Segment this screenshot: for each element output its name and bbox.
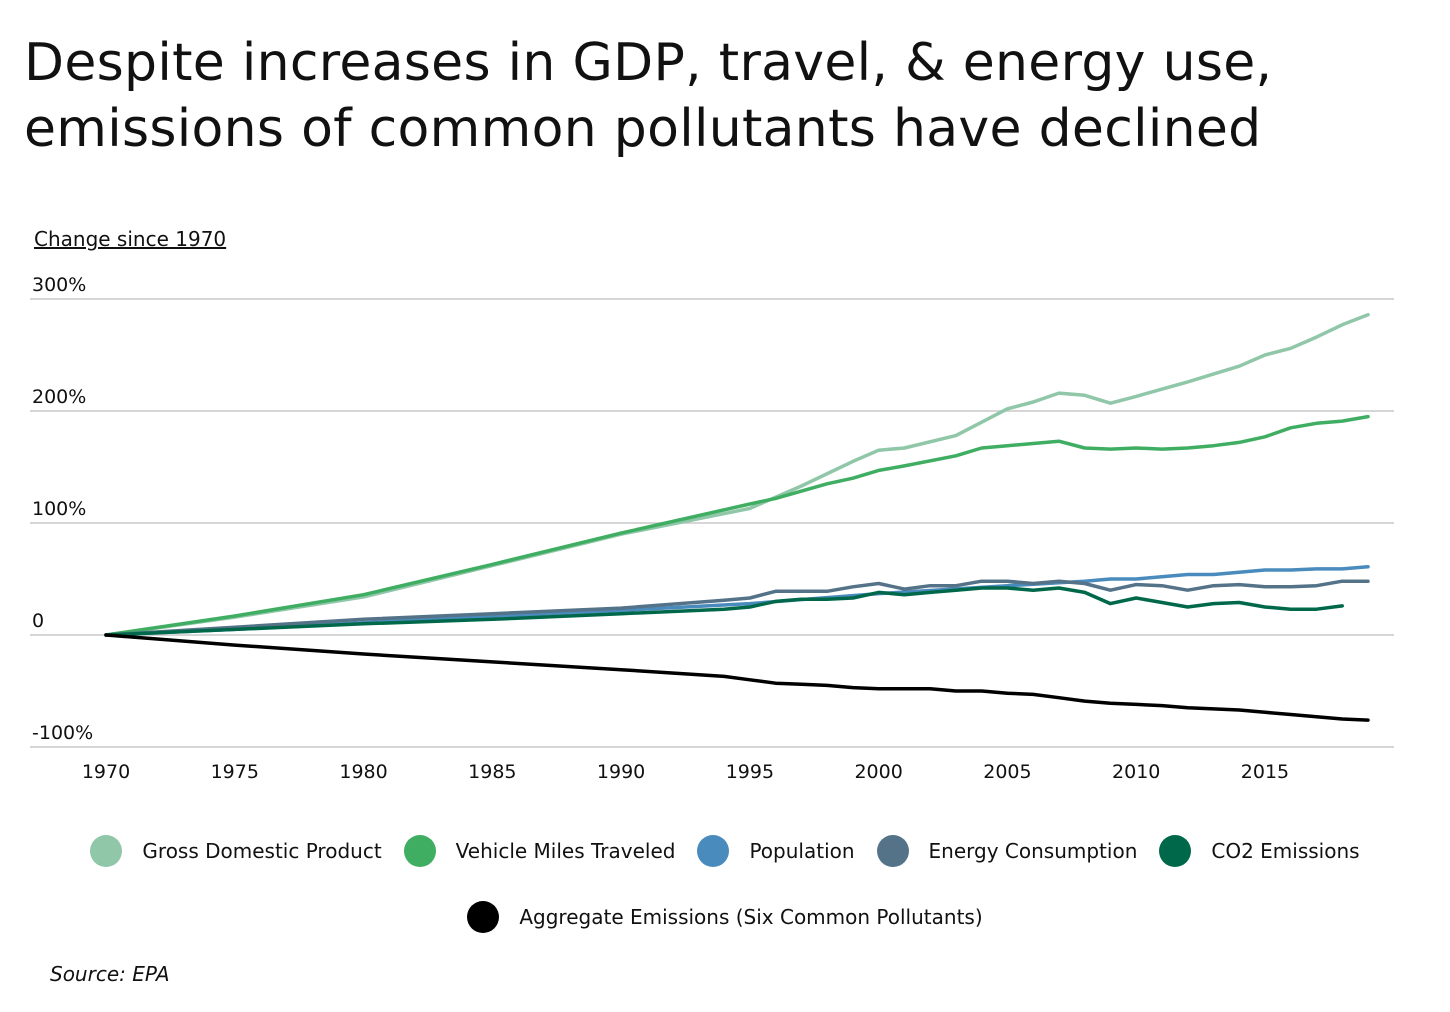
- legend-label: Energy Consumption: [928, 839, 1138, 863]
- x-tick-label: 2010: [1112, 761, 1160, 783]
- x-tick-label: 1970: [82, 761, 130, 783]
- x-tick-label: 1995: [726, 761, 774, 783]
- y-tick-label: -100%: [32, 722, 93, 744]
- legend-swatch: [1159, 835, 1192, 867]
- legend-label: Gross Domestic Product: [142, 839, 382, 863]
- x-tick-label: 2005: [983, 761, 1031, 783]
- legend-swatch: [403, 835, 436, 867]
- line-chart: Change since 1970 300% 200% 100% 0 -100% 197…: [30, 227, 1394, 783]
- x-tick-label: 1975: [211, 761, 259, 783]
- title-line-2: emissions of common pollutants have decl…: [24, 99, 1262, 159]
- series-line: [104, 633, 1370, 722]
- source-note: Source: EPA: [50, 962, 170, 986]
- legend-label: CO2 Emissions: [1211, 839, 1360, 863]
- chart-title: Despite increases in GDP, travel, & ener…: [24, 30, 1424, 162]
- legend-item: Energy Consumption: [876, 835, 1138, 867]
- y-tick-label: 0: [32, 610, 44, 632]
- legend-swatch: [467, 901, 500, 933]
- series-lines: [104, 312, 1370, 722]
- series-line: [104, 586, 1344, 637]
- y-axis-title: Change since 1970: [34, 227, 226, 251]
- x-tick-label: 2015: [1241, 761, 1289, 783]
- series-line: [104, 564, 1370, 637]
- legend-item: Gross Domestic Product: [90, 835, 382, 867]
- legend-row-2: Aggregate Emissions (Six Common Pollutan…: [0, 892, 1450, 942]
- legend-swatch: [697, 835, 730, 867]
- legend-row-1: Gross Domestic Product Vehicle Miles Trav…: [0, 826, 1450, 876]
- x-tick-labels: 1970 1975 1980 1985 1990 1995 2000 2005 2010 2015: [82, 761, 1289, 783]
- series-line: [104, 579, 1370, 637]
- y-tick-label: 200%: [32, 386, 86, 408]
- legend: Gross Domestic Product Vehicle Miles Trav…: [0, 826, 1450, 942]
- legend-item: Aggregate Emissions (Six Common Pollutan…: [467, 901, 983, 933]
- series-line: [104, 414, 1370, 637]
- y-tick-label: 100%: [32, 498, 86, 520]
- x-tick-label: 2000: [854, 761, 902, 783]
- legend-swatch: [90, 835, 123, 867]
- gridlines: [30, 298, 1394, 748]
- legend-item: Population: [697, 835, 855, 867]
- x-tick-label: 1980: [339, 761, 387, 783]
- y-tick-label: 300%: [32, 274, 86, 296]
- y-tick-labels: 300% 200% 100% 0 -100%: [32, 274, 93, 744]
- x-tick-label: 1985: [468, 761, 516, 783]
- legend-label: Aggregate Emissions (Six Common Pollutan…: [519, 905, 983, 929]
- legend-item: CO2 Emissions: [1159, 835, 1360, 867]
- legend-item: Vehicle Miles Traveled: [403, 835, 676, 867]
- x-tick-label: 1990: [597, 761, 645, 783]
- legend-label: Vehicle Miles Traveled: [455, 839, 676, 863]
- legend-swatch: [876, 835, 909, 867]
- title-line-1: Despite increases in GDP, travel, & ener…: [24, 33, 1273, 93]
- legend-label: Population: [749, 839, 855, 863]
